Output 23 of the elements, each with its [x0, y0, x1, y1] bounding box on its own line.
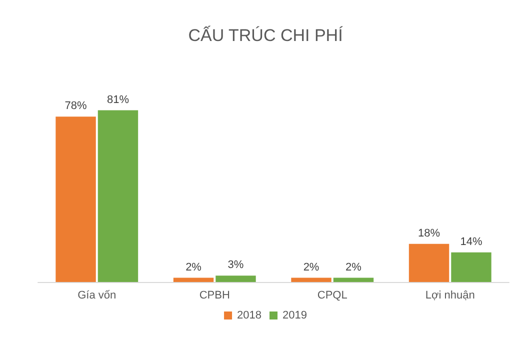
x-tick-label: CPQL — [317, 290, 348, 302]
bar — [216, 276, 256, 282]
x-tick-label: Lợi nhuận — [425, 290, 475, 302]
bar — [408, 244, 450, 282]
data-label: 2% — [346, 261, 362, 274]
x-tick-label: Gía vốn — [78, 290, 116, 302]
data-label: 14% — [460, 236, 482, 248]
legend-label: 2019 — [282, 310, 307, 322]
bar — [451, 252, 492, 282]
data-label: 78% — [64, 100, 87, 112]
data-label: 2% — [303, 261, 320, 274]
data-label: 18% — [418, 227, 440, 240]
legend-label: 2018 — [237, 310, 262, 322]
data-label: 2% — [186, 261, 202, 274]
x-tick-label: CPBH — [199, 290, 230, 302]
chart-title: CẤU TRÚC CHI PHÍ — [188, 25, 344, 45]
bar — [291, 278, 332, 282]
bar — [56, 116, 96, 282]
bar — [333, 278, 374, 282]
bar — [98, 110, 138, 282]
data-label: 3% — [228, 259, 244, 272]
data-label: 81% — [106, 94, 130, 106]
bar — [173, 278, 214, 282]
